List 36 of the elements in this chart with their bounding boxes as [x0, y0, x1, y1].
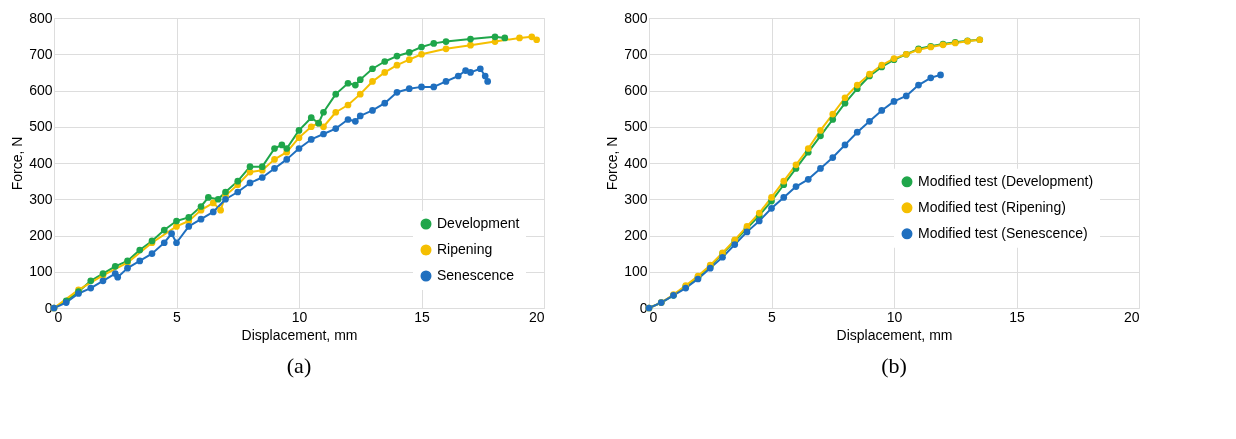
legend-label: Modified test (Senescence) [918, 224, 1088, 241]
y-tick-label: 500 [29, 118, 53, 135]
y-axis-title: Force, N [9, 136, 26, 191]
x-axis-title: Displacement, mm [241, 326, 358, 343]
y-tick-label: 300 [29, 190, 53, 207]
y-axis-title: Force, N [604, 136, 621, 191]
y-tick-label: 200 [29, 227, 53, 243]
y-tick-label: 300 [624, 190, 648, 207]
y-tick-label: 400 [29, 154, 53, 171]
legend-label: Modified test (Ripening) [918, 198, 1066, 215]
x-tick-label: 20 [1123, 308, 1140, 325]
x-tick-label: 15 [1009, 308, 1025, 325]
x-tick-label: 15 [414, 308, 430, 325]
x-tick-label: 10 [886, 308, 903, 325]
legend-label: Development [437, 215, 520, 231]
y-tick-label: 600 [29, 82, 53, 98]
x-tick-label: 5 [173, 308, 182, 325]
text: (a) [286, 353, 312, 378]
y-tick-label: 100 [624, 263, 648, 280]
x-axis-title: Displacement, mm [836, 326, 953, 343]
y-tick-label: 100 [29, 263, 53, 280]
y-tick-label: 400 [624, 154, 648, 171]
y-tick-label: 500 [624, 118, 648, 135]
y-tick-label: 800 [624, 9, 648, 26]
y-tick-label: 800 [29, 9, 53, 26]
y-tick-label: 700 [624, 45, 648, 62]
legend-label: Ripening [437, 241, 493, 257]
y-tick-label: 200 [624, 227, 648, 243]
text: (b) [881, 353, 907, 378]
x-tick-label: 5 [768, 308, 777, 325]
y-tick-label: 700 [29, 45, 53, 62]
legend-label: Modified test (Development) [918, 172, 1094, 189]
y-tick-label: 600 [624, 82, 648, 98]
x-tick-label: 20 [528, 308, 545, 325]
x-tick-label: 10 [291, 308, 308, 325]
legend-label: Senescence [437, 267, 515, 283]
